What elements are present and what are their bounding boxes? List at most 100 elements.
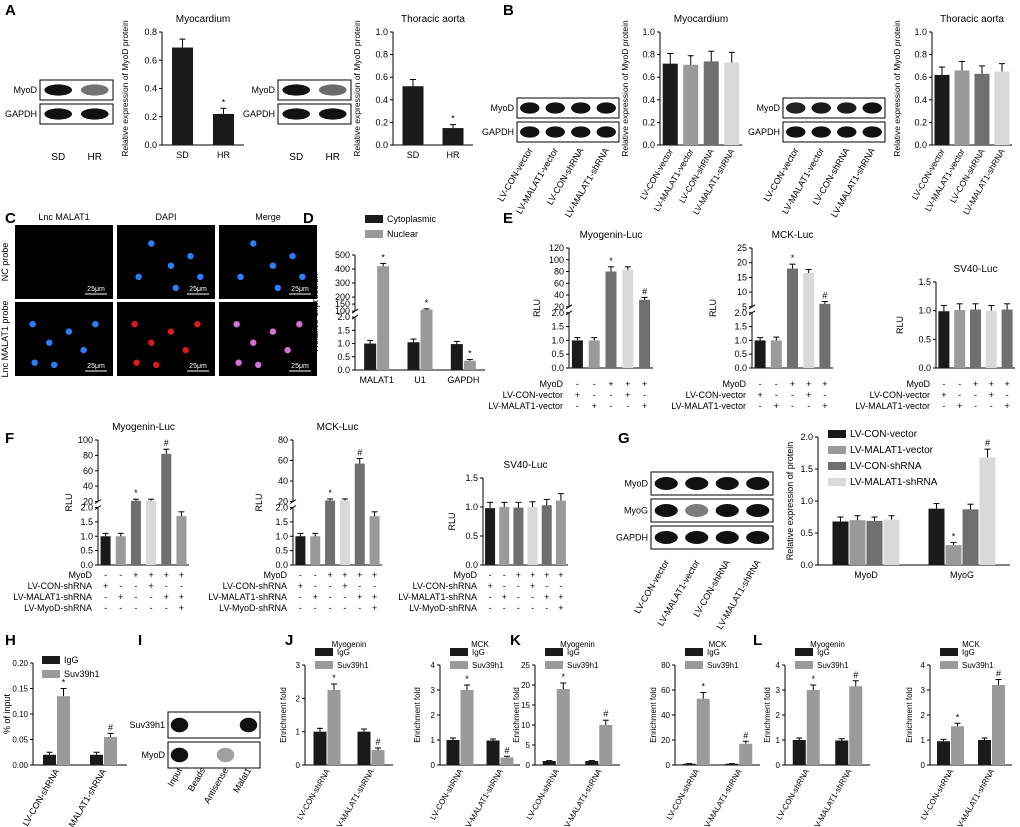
bar (599, 725, 613, 765)
y-tick-label: 0.4 (914, 95, 927, 105)
blot-band (80, 108, 109, 120)
condition-sign: + (357, 592, 362, 602)
condition-sign: - (299, 603, 302, 613)
bar (571, 340, 583, 368)
bar (945, 545, 962, 565)
y-tick-label: 60 (554, 278, 564, 288)
condition-sign: - (343, 592, 346, 602)
y-tick-label: 0.4 (375, 95, 388, 105)
condition-sign: + (822, 379, 827, 389)
chart-title: MCK-Luc (772, 230, 814, 241)
bar (662, 63, 678, 145)
western-blot-B2: MyoDGAPDHLV-CON-vectorLV-MALAT1-vectorLV… (748, 97, 886, 219)
microscopy-image (15, 302, 113, 376)
significance-mark: * (465, 674, 469, 684)
scale-bar-label: 25μm (189, 286, 207, 293)
y-axis-label: Enrichment fold (649, 687, 658, 743)
legend-swatch (365, 230, 383, 238)
y-tick-label: 1.5 (551, 322, 564, 332)
cell-nucleus (29, 321, 36, 328)
condition-sign: + (103, 581, 108, 591)
bar (605, 271, 617, 368)
y-tick-label: 15 (737, 272, 747, 282)
condition-sign: - (942, 401, 945, 411)
legend-swatch (795, 648, 813, 656)
bar (377, 266, 390, 370)
legend-label: LV-CON-shRNA (850, 461, 922, 472)
y-axis-label: Relative expression of MyoD protein (120, 20, 130, 157)
x-tick-label: LV-MALAT1-shRNA (561, 767, 604, 827)
blot-band (715, 477, 739, 490)
cell-nucleus (51, 361, 58, 369)
y-tick-label: 3 (296, 661, 301, 670)
blot-band-label: MyoD (251, 85, 275, 95)
cell-nucleus (235, 359, 242, 366)
y-tick-label: 2 (296, 694, 301, 703)
western-blot-A2: MyoD GAPDH SD HR (243, 79, 352, 163)
y-tick-label: 1.5 (918, 277, 931, 287)
bar (787, 268, 798, 368)
bar (928, 508, 945, 565)
y-tick-label: 150 (335, 299, 350, 309)
x-tick-label: LV-CON-shRNA (428, 767, 465, 822)
significance-mark: # (164, 438, 169, 448)
bar (682, 763, 696, 765)
blot-lane-label: Input (166, 766, 185, 789)
condition-sign: + (544, 592, 549, 602)
bar (954, 310, 966, 368)
x-tick-label: LV-MALAT1-shRNA (60, 767, 108, 827)
blot-band (282, 84, 311, 96)
blot-band (520, 102, 540, 114)
chart-A2: 0.0 0.2 0.4 0.6 0.8 1.0 Thoracic aorta Relative… (352, 14, 473, 160)
blot-band (170, 747, 189, 763)
y-tick-label: 80 (554, 267, 564, 277)
blot-frame (650, 471, 774, 496)
blot-band (545, 102, 565, 114)
chart-L2: 0 1 2 3 4 MCK Enrichment fold * LV-CON-shRNA # LV-… (905, 640, 1012, 827)
blot-band (837, 126, 857, 138)
x-tick-label: LV-CON-shRNA (295, 767, 332, 822)
condition-sign: - (343, 603, 346, 613)
y-tick-label: 0.0 (375, 140, 388, 150)
bar (371, 750, 385, 765)
y-tick-label: 40 (83, 481, 93, 491)
bar (639, 299, 651, 368)
cell-nucleus (269, 328, 277, 335)
condition-sign: + (822, 401, 827, 411)
y-tick-label: 2 (776, 711, 781, 720)
microscopy-column-title: Lnc MALAT1 (38, 212, 89, 222)
blot-band (520, 126, 540, 138)
legend-label: Suv39h1 (817, 661, 849, 670)
y-tick-label: 1 (296, 728, 301, 737)
y-axis-label: RLU (708, 299, 718, 317)
condition-sign: - (489, 603, 492, 613)
significance-mark: # (357, 447, 362, 457)
condition-sign: + (957, 401, 962, 411)
blot-band (654, 504, 678, 517)
significance-mark: * (134, 488, 138, 498)
blot-band-label: MyoD (490, 103, 514, 113)
condition-label: LV-CON-vector (870, 390, 930, 400)
panel-letter: K (510, 632, 521, 649)
y-tick-label: 20 (554, 302, 564, 312)
y-tick-label: 400 (335, 264, 350, 274)
microscopy-column-title: DAPI (155, 212, 176, 222)
y-tick-label: 0.0 (337, 365, 350, 375)
bar (313, 731, 327, 765)
condition-sign: + (164, 592, 169, 602)
legend-label: Suv39h1 (962, 661, 994, 670)
condition-sign: + (774, 401, 779, 411)
y-tick-label: 2.0 (800, 432, 813, 442)
significance-mark: # (743, 730, 748, 740)
x-tick-label: MyoG (950, 570, 974, 580)
cell-nucleus (255, 361, 262, 369)
chart-F1: 0.0 0.5 1.0 1.5 2.020 40 60 80 100 Myogenin-Luc RL… (13, 422, 189, 613)
y-tick-label: 80 (661, 661, 670, 670)
blot-band (746, 504, 770, 517)
y-tick-label: 0.0 (144, 140, 157, 150)
y-tick-label: 0.0 (642, 140, 655, 150)
blot-band-label: MyoD (624, 479, 648, 489)
blot-lane-label: Beads (186, 766, 208, 794)
y-tick-label: 0.0 (914, 140, 927, 150)
blot-frame (516, 121, 620, 143)
